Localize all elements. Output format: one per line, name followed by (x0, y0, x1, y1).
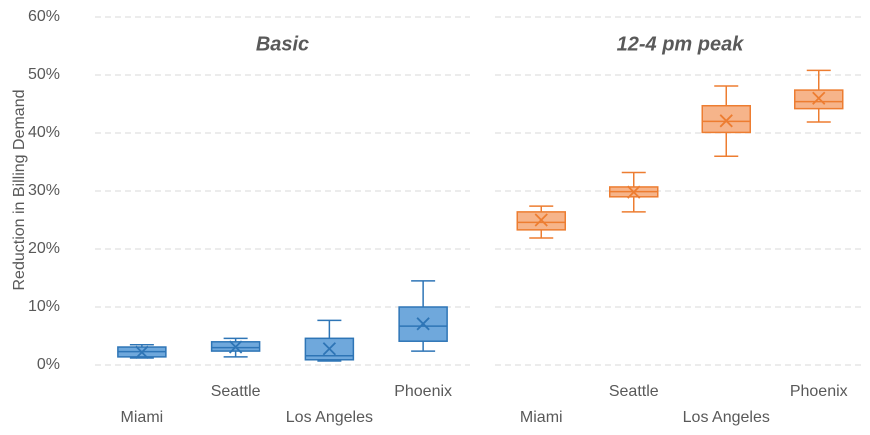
panel-title: 12-4 pm peak (617, 33, 745, 55)
mean-marker (322, 342, 337, 356)
box-plot (117, 343, 167, 359)
x-tick-label: Miami (121, 409, 164, 426)
mean-marker (627, 185, 641, 199)
box-plot (609, 171, 659, 213)
box-plot (304, 319, 355, 362)
mean-marker (135, 345, 149, 359)
box-plot (516, 205, 566, 239)
x-tick-label: Phoenix (394, 383, 452, 400)
y-tick-label: 20% (28, 240, 60, 257)
mean-marker (228, 340, 243, 354)
box-plot (398, 280, 448, 352)
mean-marker (416, 317, 430, 331)
x-tick-label: Seattle (211, 383, 261, 400)
x-tick-label: Seattle (609, 383, 659, 400)
x-tick-label: Los Angeles (683, 409, 770, 426)
mean-marker (812, 91, 826, 105)
y-tick-label: 10% (28, 298, 60, 315)
y-tick-label: 60% (28, 8, 60, 25)
y-tick-label: 40% (28, 124, 60, 141)
mean-marker (719, 114, 733, 128)
y-axis-label: Reduction in Billing Demand (11, 90, 28, 291)
box-plot (794, 69, 844, 123)
y-tick-label: 0% (37, 356, 60, 373)
y-tick-label: 50% (28, 66, 60, 83)
box-plot (701, 85, 751, 157)
panel-title: Basic (256, 33, 309, 55)
box (701, 104, 751, 134)
y-tick-label: 30% (28, 182, 60, 199)
x-tick-label: Miami (520, 409, 563, 426)
mean-marker (534, 213, 548, 227)
x-tick-label: Los Angeles (286, 409, 373, 426)
box-plot (210, 337, 261, 358)
x-tick-label: Phoenix (790, 383, 848, 400)
